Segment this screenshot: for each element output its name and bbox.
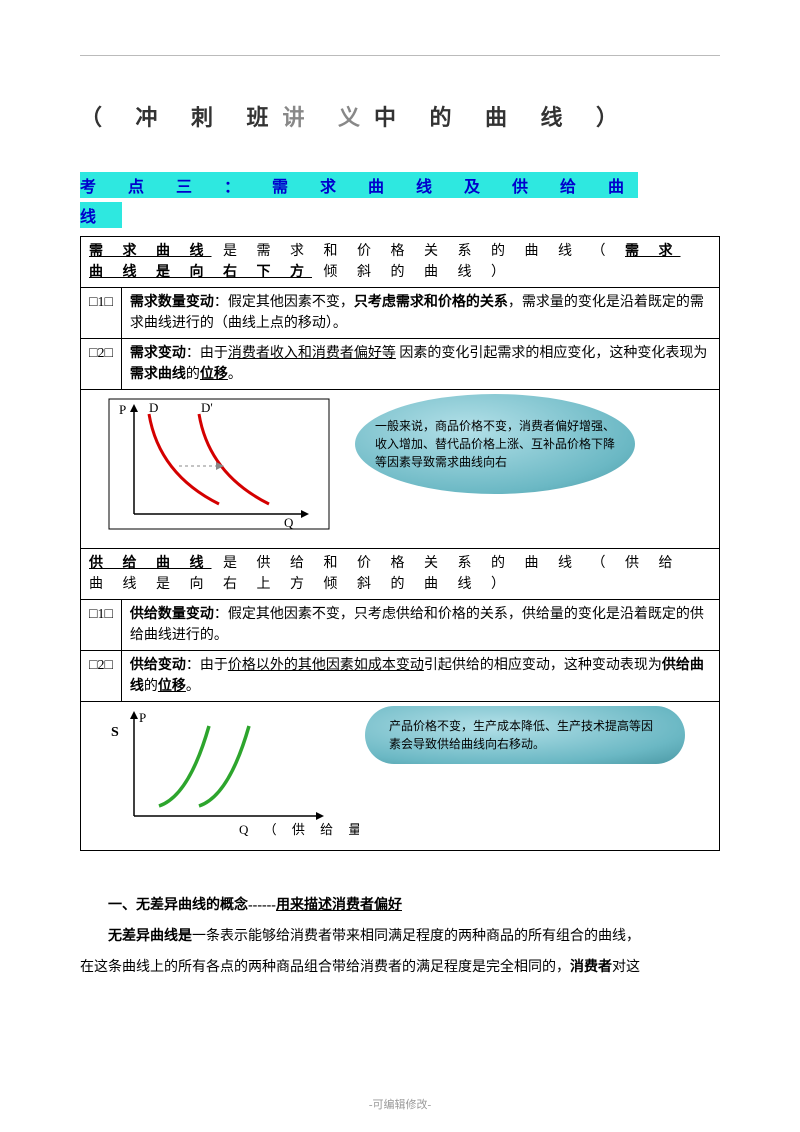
d2b: ：由于	[186, 346, 228, 361]
demand-h1: 需 求 曲 线	[89, 244, 212, 259]
s2d: 引起供给的相应变动，这种变动表现为	[424, 658, 662, 673]
demand-chart: P Q D D'	[89, 394, 349, 544]
axis-p2: P	[139, 710, 146, 725]
supply-item2-row: □2□ 供给变动：由于价格以外的其他因素如成本变动引起供给的相应变动，这种变动表…	[81, 651, 720, 702]
demand-h2: 是 需 求 和 价 格 关 系 的 曲 线 （	[223, 244, 614, 259]
axis-q: Q	[284, 515, 294, 530]
demand-header-row: 需 求 曲 线 是 需 求 和 价 格 关 系 的 曲 线 （ 需 求 曲 线 …	[81, 237, 720, 288]
topic-line2: 线	[80, 202, 122, 228]
top-rule	[80, 55, 720, 56]
label-dp: D'	[201, 400, 213, 415]
s2-p2b: 消费者	[570, 960, 612, 975]
s2-p1b: 一条表示能够给消费者带来相同满足程度的两种商品的所有组合的曲线，	[192, 929, 640, 944]
label-d: D	[149, 400, 158, 415]
title-p3: 中 的 曲 线 ）	[374, 105, 632, 130]
s2-p2: 在这条曲线上的所有各点的两种商品组合带给消费者的满足程度是完全相同的，	[80, 960, 570, 975]
topic-line1: 考 点 三 ： 需 求 曲 线 及 供 给 曲	[80, 172, 638, 198]
s2-h: 一、无差异曲线的概念------	[108, 898, 276, 913]
supply-item2-text: 供给变动：由于价格以外的其他因素如成本变动引起供给的相应变动，这种变动表现为供给…	[121, 651, 719, 702]
supply-item1-text: 供给数量变动：假定其他因素不变，只考虑供给和价格的关系，供给量的变化是沿着既定的…	[121, 600, 719, 651]
d2a: 需求变动	[130, 346, 186, 361]
axis-s: S	[111, 725, 119, 740]
s2g: 位移	[158, 679, 186, 694]
supply-chart-row: P S Q （ 供 给 量 ） 产品价格不变，生产成本降低、生产技术提高等因素会…	[81, 702, 720, 851]
supply-callout: 产品价格不变，生产成本降低、生产技术提高等因素会导致供给曲线向右移动。	[365, 706, 685, 764]
supply-item1-row: □1□ 供给数量变动：假定其他因素不变，只考虑供给和价格的关系，供给量的变化是沿…	[81, 600, 720, 651]
s2-p2c: 对这	[612, 960, 640, 975]
supply-item2-num: □2□	[81, 651, 122, 702]
demand-item1-text: 需求数量变动：假定其他因素不变，只考虑需求和价格的关系，需求量的变化是沿着既定的…	[121, 288, 719, 339]
demand-item1-row: □1□ 需求数量变动：假定其他因素不变，只考虑需求和价格的关系，需求量的变化是沿…	[81, 288, 720, 339]
s2a: 供给变动	[130, 658, 186, 673]
supply-header-row: 供 给 曲 线 是 供 给 和 价 格 关 系 的 曲 线 （ 供 给 曲 线 …	[81, 549, 720, 600]
s1a: 供给数量变动	[130, 607, 214, 622]
axis-q2: Q （ 供 给 量 ）	[239, 822, 359, 837]
s2h: 。	[186, 679, 200, 694]
supply-chart: P S Q （ 供 给 量 ）	[89, 706, 359, 846]
title-p1: （ 冲 刺 班	[80, 105, 283, 130]
demand-h5: ）	[491, 265, 513, 280]
demand-item2-num: □2□	[81, 339, 122, 390]
d2d: 因素的变化引起需求的相应变化，这种变化表现为	[396, 346, 708, 361]
demand-callout: 一般来说，商品价格不变，消费者偏好增强、收入增加、替代品价格上涨、互补品价格下降…	[355, 394, 635, 494]
d1a: 需求数量变动	[130, 295, 214, 310]
section2: 一、无差异曲线的概念------用来描述消费者偏好 无差异曲线是一条表示能够给消…	[80, 891, 720, 983]
supply-h1: 供 给 曲 线	[89, 556, 212, 571]
s2-p1a: 无差异曲线是	[108, 929, 192, 944]
supply-chart-cell: P S Q （ 供 给 量 ） 产品价格不变，生产成本降低、生产技术提高等因素会…	[81, 702, 720, 851]
content-table: 需 求 曲 线 是 需 求 和 价 格 关 系 的 曲 线 （ 需 求 曲 线 …	[80, 236, 720, 851]
demand-chart-row: P Q D D' 一般来说，商品价格不变，消费者偏好增强、收入增加、替代品价格上…	[81, 390, 720, 549]
title-p2: 讲 义	[283, 105, 375, 130]
s2b: ：由于	[186, 658, 228, 673]
supply-item1-num: □1□	[81, 600, 122, 651]
s2-hu: 用来描述消费者偏好	[276, 898, 402, 913]
demand-item2-row: □2□ 需求变动：由于消费者收入和消费者偏好等 因素的变化引起需求的相应变化，这…	[81, 339, 720, 390]
s2c: 价格以外的其他因素如成本变动	[228, 658, 424, 673]
demand-item1-num: □1□	[81, 288, 122, 339]
demand-header: 需 求 曲 线 是 需 求 和 价 格 关 系 的 曲 线 （ 需 求 曲 线 …	[81, 237, 720, 288]
d2h: 。	[228, 367, 242, 382]
demand-h4: 倾 斜 的 曲 线	[324, 265, 480, 280]
d2g: 位移	[200, 367, 228, 382]
demand-item2-text: 需求变动：由于消费者收入和消费者偏好等 因素的变化引起需求的相应变化，这种变化表…	[121, 339, 719, 390]
s1b: ：假定其他因素不变，只考虑供给和价格的关系，供给量的变化是沿着既定的供给曲线进行…	[130, 607, 704, 643]
d2f: 的	[186, 367, 200, 382]
d2e: 需求曲线	[130, 367, 186, 382]
d1b: ：假定其他因素不变，	[214, 295, 354, 310]
footer: -可编辑修改-	[0, 1096, 800, 1112]
topic-heading: 考 点 三 ： 需 求 曲 线 及 供 给 曲 线	[80, 172, 720, 228]
demand-chart-cell: P Q D D' 一般来说，商品价格不变，消费者偏好增强、收入增加、替代品价格上…	[81, 390, 720, 549]
axis-p: P	[119, 402, 126, 417]
main-title: （ 冲 刺 班讲 义中 的 曲 线 ）	[80, 100, 720, 132]
s2f: 的	[144, 679, 158, 694]
d2c: 消费者收入和消费者偏好等	[228, 346, 396, 361]
d1c: 只考虑需求和价格的关系	[354, 295, 508, 310]
supply-header: 供 给 曲 线 是 供 给 和 价 格 关 系 的 曲 线 （ 供 给 曲 线 …	[81, 549, 720, 600]
